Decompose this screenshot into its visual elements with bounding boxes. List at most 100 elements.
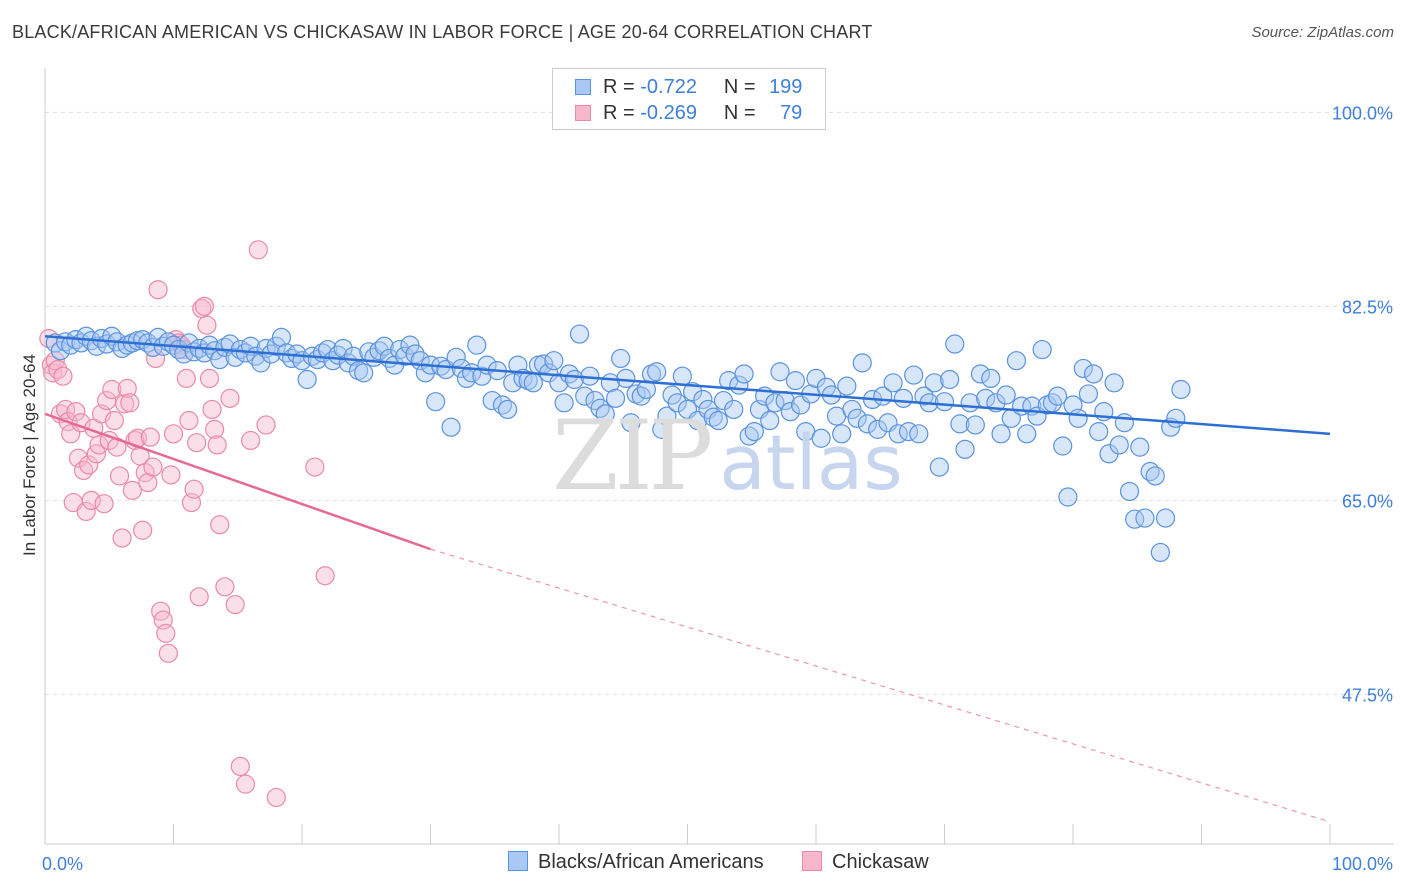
- chickasaw-point: [104, 410, 124, 431]
- chickasaw-point: [109, 466, 130, 486]
- blacks-point: [1119, 481, 1140, 502]
- blacks-point: [1114, 413, 1135, 433]
- blacks-point: [266, 336, 286, 356]
- chickasaw-point: [163, 424, 184, 444]
- blacks-point: [611, 348, 631, 369]
- blacks-point: [832, 424, 852, 444]
- legend-n-value: 79: [780, 102, 803, 124]
- chickasaw-trend-extension: [430, 548, 1331, 823]
- chickasaw-point: [94, 494, 114, 514]
- blacks-point: [683, 382, 703, 402]
- stats-legend: R = -0.722 N = 199 R = -0.269 N = 79: [552, 68, 826, 130]
- blacks-point: [1017, 424, 1037, 444]
- chickasaw-point: [161, 465, 181, 485]
- blacks-point: [1171, 379, 1191, 400]
- chickasaw-point: [148, 280, 168, 300]
- blacks-point: [934, 392, 955, 412]
- chickasaw-point: [199, 368, 220, 388]
- chickasaw-point: [241, 430, 261, 451]
- blacks-point: [1058, 487, 1078, 507]
- chickasaw-point: [73, 460, 94, 481]
- blacks-point: [693, 389, 713, 410]
- blacks-point: [734, 364, 754, 384]
- chickasaw-point: [205, 419, 225, 439]
- chickasaw-point: [102, 379, 122, 400]
- blacks-point: [400, 335, 420, 355]
- x-tick-label: 0.0%: [42, 854, 83, 874]
- blacks-point: [559, 364, 579, 384]
- blacks-point: [672, 366, 692, 386]
- trend-lines: [44, 335, 1331, 823]
- chickasaw-point: [266, 787, 286, 808]
- blacks-point: [1130, 437, 1150, 457]
- blacks-point: [904, 365, 924, 385]
- blacks-point: [1078, 384, 1099, 404]
- blacks-point: [503, 373, 523, 393]
- blacks-point: [595, 404, 615, 424]
- chickasaw-point: [235, 774, 256, 794]
- blacks-point: [965, 415, 985, 435]
- blacks-point: [1109, 435, 1129, 455]
- blacks-point: [857, 414, 878, 434]
- chickasaw-point: [117, 378, 137, 398]
- blacks-point: [1073, 358, 1093, 379]
- blacks-point: [482, 390, 502, 411]
- blacks-point: [374, 336, 394, 356]
- blacks-point: [544, 351, 564, 371]
- chickasaw-point: [79, 455, 99, 475]
- blacks-point: [780, 402, 800, 422]
- bottom-legend-chickasaw[interactable]: Chickasaw: [802, 851, 929, 877]
- blacks-point: [354, 363, 374, 383]
- blacks-point: [441, 417, 461, 437]
- blacks-point: [390, 339, 410, 360]
- blacks-point: [703, 407, 723, 427]
- blacks-point: [842, 399, 862, 420]
- blacks-point: [945, 334, 965, 354]
- blacks-point: [996, 385, 1016, 405]
- blacks-point: [1145, 466, 1165, 486]
- blacks-point: [636, 379, 656, 400]
- chickasaw-point: [120, 393, 140, 413]
- x-tick-label: 100.0%: [1332, 854, 1393, 874]
- bottom-legend-label-chickasaw: Chickasaw: [832, 851, 929, 873]
- blacks-points: [45, 324, 1191, 563]
- blacks-point: [924, 373, 944, 393]
- blacks-point: [1032, 339, 1052, 360]
- chickasaw-point: [76, 501, 96, 522]
- legend-row-blacks: R = -0.722 N = 199: [575, 76, 802, 100]
- chickasaw-point: [48, 359, 68, 380]
- blacks-point: [297, 369, 317, 390]
- blacks-point: [569, 324, 590, 344]
- blacks-point: [657, 406, 677, 426]
- y-tick-label: 82.5%: [1342, 297, 1393, 317]
- legend-row-chickasaw: R = -0.269 N = 79: [575, 102, 802, 126]
- legend-n-label: N =: [723, 76, 756, 98]
- chickasaw-point: [187, 433, 207, 453]
- chickasaw-point: [248, 240, 268, 260]
- blacks-point: [955, 439, 975, 459]
- blacks-point: [1053, 436, 1073, 456]
- y-tick-label: 100.0%: [1332, 103, 1393, 123]
- blacks-point: [811, 428, 831, 448]
- blacks-point: [436, 359, 456, 380]
- chickasaw-point: [66, 402, 86, 422]
- y-tick-label: 47.5%: [1342, 685, 1393, 705]
- chickasaw-point: [53, 366, 73, 386]
- legend-n-value: 199: [769, 76, 803, 98]
- chickasaw-point: [176, 368, 196, 388]
- blacks-point: [785, 371, 806, 391]
- blacks-point: [523, 373, 543, 393]
- blacks-point: [1155, 508, 1176, 528]
- blacks-point: [647, 362, 667, 382]
- chickasaw-points: [39, 240, 335, 808]
- blacks-point: [837, 376, 857, 396]
- blacks-point: [616, 368, 636, 388]
- legend-n-label: N =: [723, 102, 756, 124]
- blacks-point: [868, 419, 888, 439]
- blacks-point: [215, 337, 235, 357]
- axes: [44, 68, 1394, 845]
- blacks-point: [621, 413, 641, 433]
- legend-r-label: R =: [603, 76, 635, 98]
- watermark-zip: ZIP: [552, 400, 713, 512]
- bottom-legend-blacks[interactable]: Blacks/African Americans: [508, 851, 764, 877]
